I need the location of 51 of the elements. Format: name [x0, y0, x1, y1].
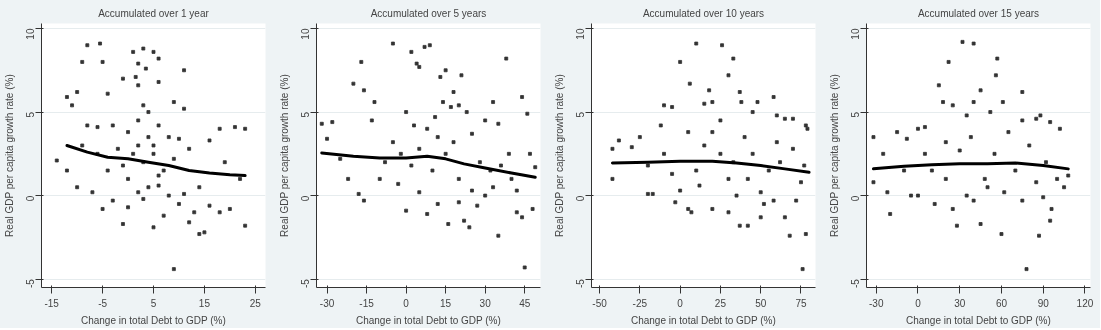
y-tick-label: 5 — [575, 111, 587, 118]
x-tick-label: 0 — [915, 297, 922, 309]
x-axis-title: Change in total Debt to GDP (%) — [630, 314, 776, 326]
x-tick-label: 5 — [150, 297, 157, 309]
y-axis-title: Real GDP per capita growth rate (%) — [278, 74, 290, 237]
y-tick-label: 0 — [25, 195, 37, 202]
x-tick-label: 30 — [954, 297, 966, 309]
x-tick-label: -30 — [319, 297, 335, 309]
x-tick-label: 90 — [1037, 297, 1050, 309]
y-axis-title: Real GDP per capita growth rate (%) — [828, 74, 840, 237]
x-tick-label: -30 — [869, 297, 884, 309]
y-tick-label: -5 — [25, 278, 37, 289]
y-axis-title: Real GDP per capita growth rate (%) — [3, 74, 15, 237]
x-tick-label: 30 — [479, 297, 492, 309]
y-tick-label: 0 — [850, 195, 862, 202]
chart-title: Accumulated over 5 years — [370, 7, 487, 19]
x-axis-title: Change in total Debt to GDP (%) — [355, 314, 501, 326]
y-tick-label: 5 — [25, 111, 37, 118]
y-tick-label: 10 — [575, 28, 587, 40]
x-tick-label: 0 — [677, 297, 684, 309]
x-tick-label: 50 — [755, 297, 767, 309]
y-tick-label: -5 — [850, 278, 862, 289]
chart-title: Accumulated over 10 years — [642, 7, 765, 19]
x-tick-label: 75 — [795, 297, 807, 309]
x-axis-title: Change in total Debt to GDP (%) — [905, 314, 1051, 326]
x-tick-label: 120 — [1076, 297, 1094, 309]
x-tick-label: 15 — [198, 297, 211, 309]
y-axis-title: Real GDP per capita growth rate (%) — [553, 74, 565, 237]
chart-title: Accumulated over 1 year — [98, 7, 210, 19]
x-tick-label: -15 — [44, 297, 60, 309]
chart-title: Accumulated over 15 years — [917, 7, 1040, 19]
y-tick-label: 0 — [575, 195, 587, 202]
x-tick-label: 15 — [440, 297, 452, 309]
x-axis-title: Change in total Debt to GDP (%) — [80, 314, 226, 326]
x-tick-label: 25 — [249, 297, 262, 309]
x-tick-label: -25 — [632, 297, 648, 309]
y-tick-label: 10 — [25, 28, 37, 40]
x-tick-label: -50 — [592, 297, 608, 309]
y-tick-label: -5 — [575, 278, 587, 289]
y-tick-label: 10 — [300, 28, 312, 40]
x-tick-label: 25 — [714, 297, 727, 309]
y-tick-label: -5 — [300, 278, 312, 289]
x-tick-label: 45 — [519, 297, 531, 309]
x-tick-label: 60 — [995, 297, 1008, 309]
x-tick-label: 0 — [403, 297, 410, 309]
x-tick-label: -5 — [98, 297, 108, 309]
y-tick-label: 0 — [300, 195, 312, 202]
y-tick-label: 10 — [850, 28, 862, 40]
x-tick-label: -15 — [359, 297, 375, 309]
y-tick-label: 5 — [850, 111, 862, 118]
y-tick-label: 5 — [300, 111, 312, 118]
